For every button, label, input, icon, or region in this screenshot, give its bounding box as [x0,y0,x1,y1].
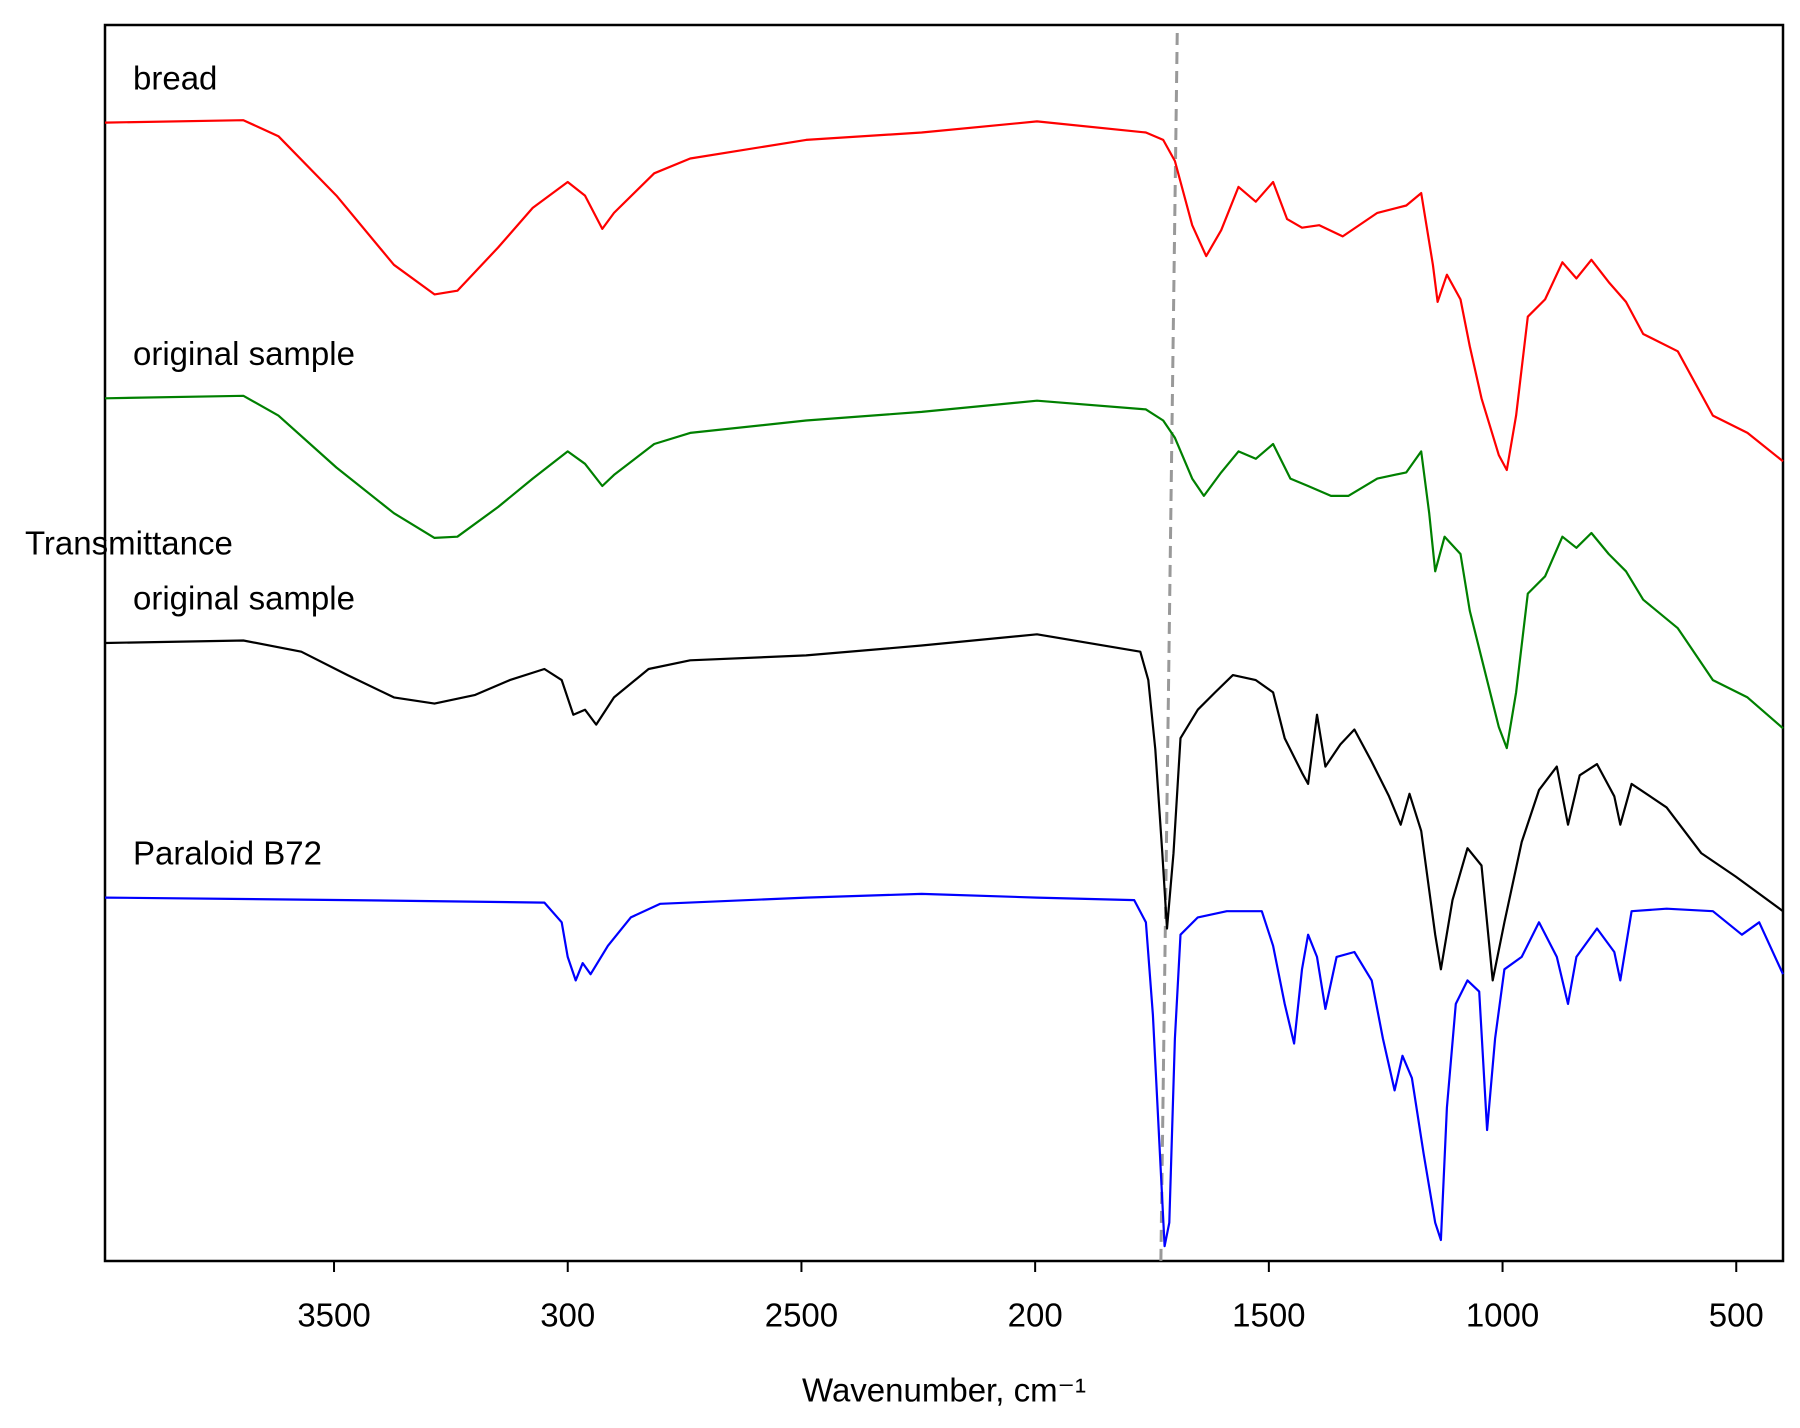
spectrum-line [104,633,1784,982]
x-tick-label: 1000 [1466,1297,1539,1334]
x-tick-label: 200 [1008,1297,1063,1334]
reference-line [1159,32,1179,1262]
y-axis-label: Transmittance [25,525,233,562]
x-tick-label: 500 [1709,1297,1764,1334]
spectrum-line [104,892,1784,1248]
series-label: bread [133,59,217,96]
spectrum-line [104,119,1784,472]
series-label: original sample [133,335,355,372]
x-tick-label: 300 [540,1297,595,1334]
x-axis-label: Wavenumber, cm⁻¹ [802,1372,1086,1409]
x-tick-label: 1500 [1232,1297,1305,1334]
x-tick-label: 3500 [297,1297,370,1334]
spectrum-line [104,394,1784,750]
x-tick-label: 2500 [765,1297,838,1334]
series-label: original sample [133,580,355,617]
series-label: Paraloid B72 [133,834,322,871]
